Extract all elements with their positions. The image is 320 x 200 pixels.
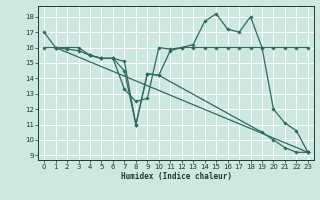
X-axis label: Humidex (Indice chaleur): Humidex (Indice chaleur) bbox=[121, 172, 231, 181]
